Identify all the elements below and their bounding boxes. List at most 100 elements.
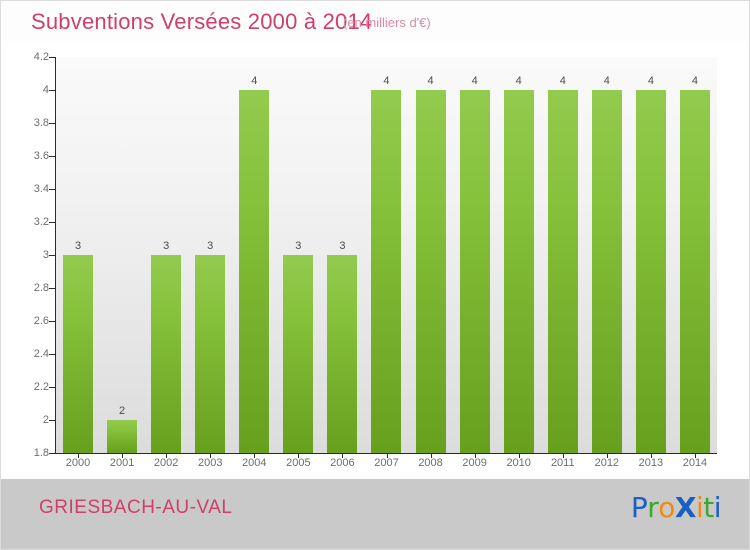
bar-value-label: 4 xyxy=(691,75,699,87)
bar-value-label: 4 xyxy=(427,75,434,87)
x-axis-tick-label: 2002 xyxy=(153,457,179,469)
x-axis-tick xyxy=(210,453,212,458)
bar[interactable] xyxy=(503,90,534,453)
y-axis-tick xyxy=(49,420,55,421)
x-axis-tick xyxy=(254,453,256,458)
x-axis-tick xyxy=(430,453,432,458)
x-axis-line xyxy=(55,453,717,454)
x-axis-tick-label: 2001 xyxy=(109,457,135,469)
y-axis-tick-label: 2.4 xyxy=(33,348,49,360)
bar-value-label: 4 xyxy=(603,75,610,87)
bar[interactable] xyxy=(151,255,182,453)
bar[interactable] xyxy=(547,90,578,453)
logo-letter: i xyxy=(695,491,704,524)
bar-slot: 4 xyxy=(497,57,541,453)
x-axis-tick-label: 2013 xyxy=(638,457,664,469)
x-axis-tick-label: 2000 xyxy=(65,457,91,469)
bar-value-label: 4 xyxy=(251,75,258,87)
bar-slot: 4 xyxy=(232,57,276,453)
y-axis-labels: 1.8 2 2.2 2.4 2.6 2.8 3 3.2 3.4 3.6 3.8 4 4.2 xyxy=(1,1,49,549)
y-axis-tick xyxy=(49,354,55,355)
bar-value-label: 3 xyxy=(207,240,214,252)
y-axis-tick-label: 1.8 xyxy=(33,447,49,459)
bar-value-label: 3 xyxy=(74,240,82,252)
bar-value-label: 4 xyxy=(383,75,390,87)
y-axis-tick-label: 3 xyxy=(42,249,49,261)
x-axis-tick xyxy=(122,453,124,458)
y-axis-tick xyxy=(49,123,55,124)
y-axis-line xyxy=(55,57,56,454)
y-axis-tick xyxy=(49,387,55,388)
y-axis-tick xyxy=(49,57,55,58)
bar-slot: 4 xyxy=(409,57,453,453)
y-axis-tick xyxy=(49,222,55,223)
bar-slot: 2 xyxy=(100,57,144,453)
bar[interactable] xyxy=(107,420,138,453)
bar-value-label: 3 xyxy=(339,240,346,252)
x-axis-tick-label: 2008 xyxy=(418,457,443,469)
bar-value-label: 3 xyxy=(295,240,302,252)
x-axis-tick-label: 2009 xyxy=(462,457,487,469)
y-axis-tick xyxy=(49,288,55,289)
logo-letter: P xyxy=(630,491,648,524)
bar-slot: 4 xyxy=(673,57,717,453)
y-axis-tick-label: 4 xyxy=(42,84,49,96)
y-axis-tick-label: 2.6 xyxy=(33,315,49,327)
bar-slot: 4 xyxy=(541,57,585,453)
y-axis-tick-label: 3.8 xyxy=(33,117,49,129)
y-axis-tick-label: 2 xyxy=(42,414,49,426)
y-axis-tick-label: 3.4 xyxy=(33,183,49,195)
logo-letter: i xyxy=(713,491,722,524)
y-axis-tick xyxy=(49,156,55,157)
x-axis-tick xyxy=(166,453,168,458)
commune-name: GRIESBACH-AU-VAL xyxy=(39,497,233,518)
bar[interactable] xyxy=(415,90,446,453)
logo-letter: X xyxy=(674,491,697,524)
bar[interactable] xyxy=(283,255,314,453)
bar-slot: 4 xyxy=(585,57,629,453)
bar-slot: 4 xyxy=(629,57,673,453)
bar-slot: 3 xyxy=(276,57,320,453)
bar[interactable] xyxy=(591,90,622,453)
x-axis-tick xyxy=(606,453,608,458)
y-axis-tick-label: 3.2 xyxy=(33,216,49,228)
x-axis-tick xyxy=(518,453,520,458)
bar[interactable] xyxy=(63,255,94,453)
bar[interactable] xyxy=(371,90,402,453)
x-axis-tick xyxy=(78,453,80,458)
bar[interactable] xyxy=(679,90,710,453)
x-axis-tick xyxy=(386,453,388,458)
bar-value-label: 4 xyxy=(647,75,654,87)
x-axis-tick xyxy=(342,453,344,458)
y-axis-tick xyxy=(49,453,55,454)
x-axis-tick xyxy=(562,453,564,458)
logo-letter: t xyxy=(703,491,714,524)
x-axis-tick-label: 2005 xyxy=(286,457,311,469)
x-axis-tick-label: 2003 xyxy=(197,457,223,469)
x-axis-tick-label: 2014 xyxy=(682,457,708,469)
bar[interactable] xyxy=(195,255,226,453)
x-axis-tick xyxy=(650,453,652,458)
bar-value-label: 2 xyxy=(119,405,126,417)
bar-slot: 3 xyxy=(56,57,100,453)
y-axis-tick-label: 3.6 xyxy=(33,150,49,162)
x-axis-tick xyxy=(694,453,696,458)
proxiti-logo[interactable]: ProXiti xyxy=(630,491,722,524)
bars-layer: 3 2 3 3 4 3 3 4 4 4 4 4 4 4 4 xyxy=(56,57,717,453)
bar-slot: 4 xyxy=(453,57,497,453)
bar[interactable] xyxy=(327,255,358,453)
x-axis-tick-label: 2011 xyxy=(550,457,575,469)
x-axis-tick-label: 2007 xyxy=(374,457,399,469)
bar-slot: 3 xyxy=(144,57,188,453)
chart-units-label: (en milliers d'€) xyxy=(343,15,431,30)
logo-letter: o xyxy=(658,491,675,524)
bar-value-label: 3 xyxy=(163,240,170,252)
bar-value-label: 4 xyxy=(471,75,478,87)
bar[interactable] xyxy=(459,90,490,453)
bar[interactable] xyxy=(239,90,270,453)
bar[interactable] xyxy=(635,90,666,453)
chart-footer: GRIESBACH-AU-VAL ProXiti xyxy=(1,479,749,549)
page-title: Subventions Versées 2000 à 2014 xyxy=(31,9,373,34)
bar-value-label: 4 xyxy=(515,75,522,87)
